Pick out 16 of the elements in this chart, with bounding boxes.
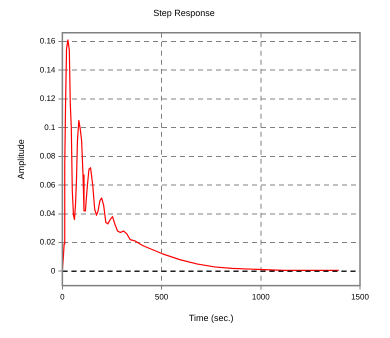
x-tick-label: 1000 <box>252 292 270 302</box>
y-tick-label: 0.12 <box>40 94 56 104</box>
chart-title: Step Response <box>153 8 215 18</box>
y-tick-label: 0.1 <box>44 122 56 132</box>
y-tick-label: 0.08 <box>40 152 56 161</box>
y-tick-label: 0 <box>50 266 56 276</box>
y-tick-label: 0.16 <box>40 36 56 46</box>
x-tick-label: 500 <box>154 292 169 302</box>
y-tick-label: 0.04 <box>40 208 56 218</box>
y-tick-label: 0.06 <box>40 180 56 190</box>
x-axis-title: Time (sec.) <box>188 313 234 324</box>
y-tick-label: 0.02 <box>40 238 56 247</box>
y-tick-label: 0.14 <box>40 65 56 74</box>
y-axis-title: Amplitude <box>16 139 26 180</box>
x-tick-label: 0 <box>60 292 66 302</box>
x-tick-label: 1500 <box>351 292 370 302</box>
